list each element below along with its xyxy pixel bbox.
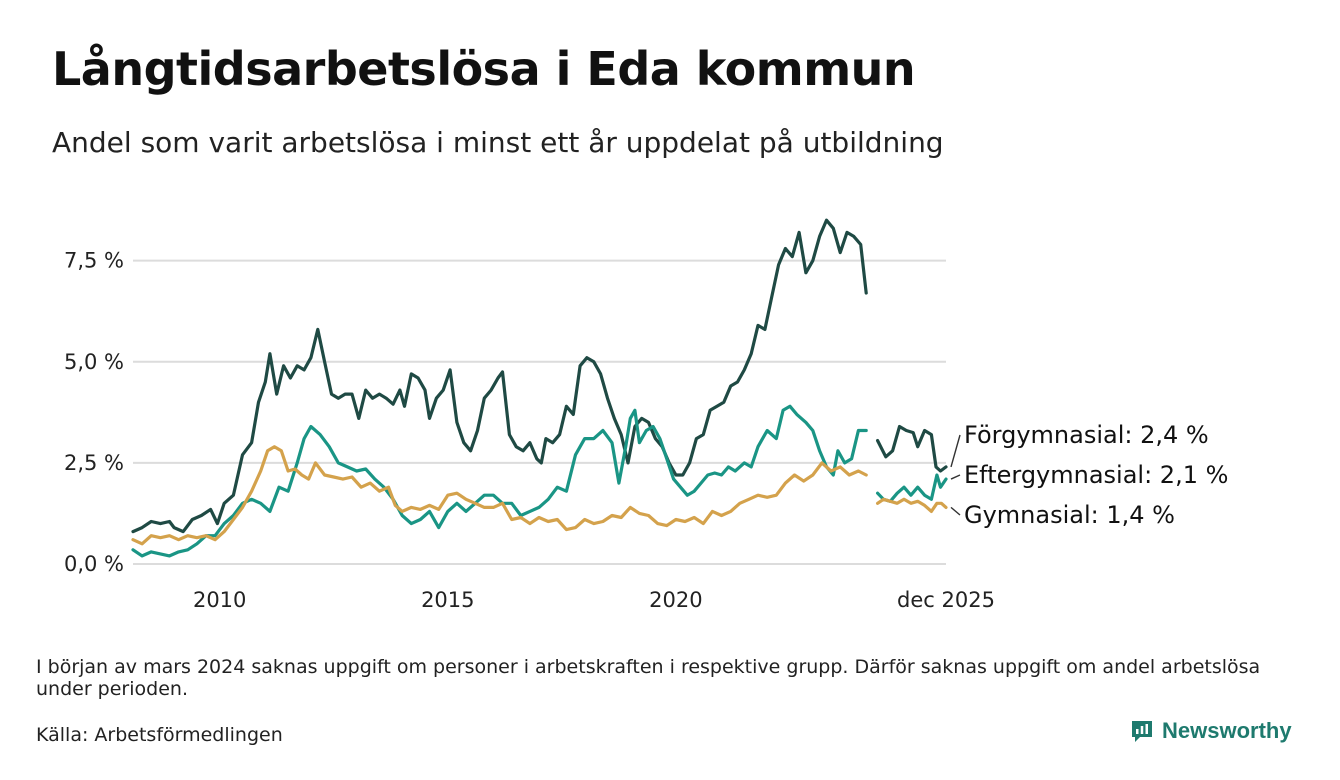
series-line-eftergymnasial-forts [876, 473, 948, 503]
end-label-leader-2 [950, 506, 961, 516]
brand-logo[interactable]: Newsworthy [1130, 718, 1292, 744]
end-label-leader-0 [950, 434, 961, 468]
series-line-gymnasial [131, 445, 868, 546]
chart-subtitle: Andel som varit arbetslösa i minst ett å… [52, 126, 944, 159]
line-chart: 0,0 % 2,5 % 5,0 % 7,5 % 2010 2015 2020 dec 202… [64, 218, 1228, 612]
series-line-gymnasial-forts [876, 497, 948, 513]
x-tick-label-2: 2020 [649, 588, 702, 612]
y-tick-label-2: 5,0 % [64, 350, 124, 374]
x-tick-label-0: 2010 [193, 588, 246, 612]
y-tick-label-0: 0,0 % [64, 552, 124, 576]
end-label-2: Gymnasial: 1,4 % [964, 501, 1175, 529]
x-tick-label-3: dec 2025 [897, 588, 995, 612]
end-label-1: Eftergymnasial: 2,1 % [964, 461, 1228, 489]
chart-title: Långtidsarbetslösa i Eda kommun [52, 42, 916, 96]
brand-name: Newsworthy [1162, 718, 1292, 743]
source-text: Källa: Arbetsförmedlingen [36, 724, 283, 746]
footnote: I början av mars 2024 saknas uppgift om … [36, 656, 1261, 700]
newsworthy-logo-icon [1132, 721, 1152, 742]
y-tick-label-3: 7,5 % [64, 249, 124, 273]
end-label-0: Förgymnasial: 2,4 % [964, 421, 1209, 449]
series-line-förgymnasial [131, 218, 868, 534]
end-label-leader-1 [950, 474, 961, 480]
y-tick-label-1: 2,5 % [64, 451, 124, 475]
x-tick-label-1: 2015 [421, 588, 474, 612]
series-line-eftergymnasial [131, 404, 868, 558]
series-line-förgymnasial-forts [876, 424, 948, 473]
